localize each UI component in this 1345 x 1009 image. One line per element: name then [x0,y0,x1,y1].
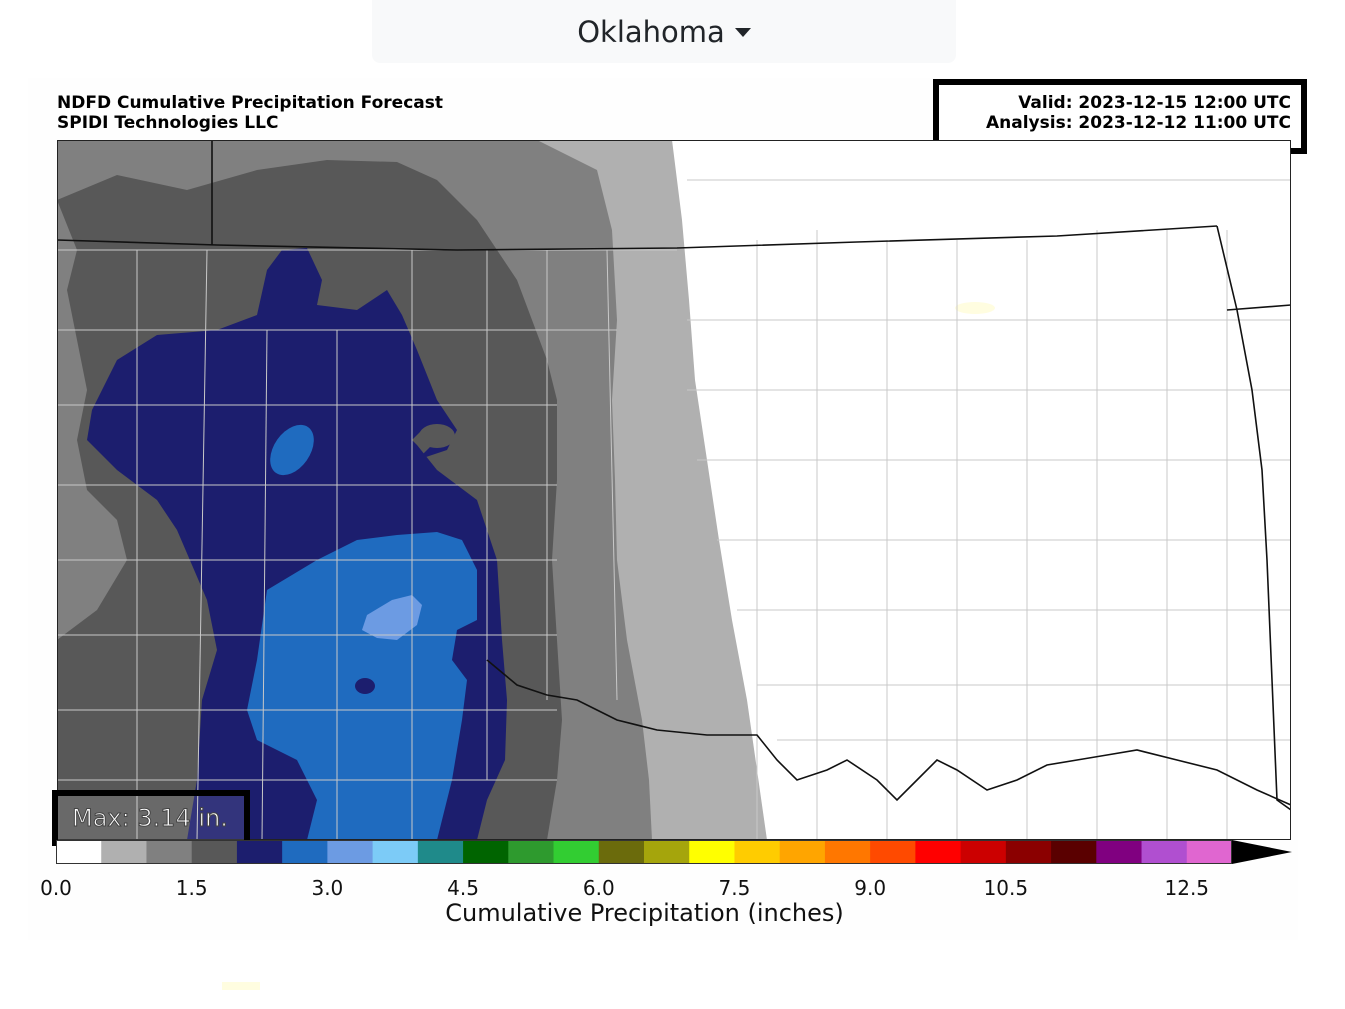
colorbar-segment [960,840,1007,864]
colorbar-segment [146,840,193,864]
colorbar-tick-label: 7.5 [718,876,751,900]
colorbar-segment [553,840,600,864]
colorbar-segment [734,840,781,864]
state-borders [57,140,1291,811]
colorbar-segment [598,840,645,864]
colorbar-tick-label: 3.0 [311,876,344,900]
precip-spot-light-blue [270,424,314,476]
colorbar-segment [644,840,690,864]
colorbar-segment [1141,840,1188,864]
colorbar-segment [779,840,826,864]
precip-spot-yellow [955,302,995,314]
colorbar-segment [56,840,102,864]
colorbar-segment [1005,840,1052,864]
colorbar-segment [372,840,419,864]
colorbar-segment [1051,840,1097,864]
max-value: Max: 3.14 in. [72,804,229,833]
title-line2: SPIDI Technologies LLC [57,113,279,133]
colorbar-ticks: 0.0 1.5 3.0 4.5 6.0 7.5 9.0 10.5 12.5 [0,868,1345,900]
colorbar [56,840,1292,864]
figure-title: NDFD Cumulative Precipitation Forecast S… [57,93,443,133]
colorbar-segment [508,840,555,864]
colorbar-segment [191,840,238,864]
colorbar-segment [327,840,374,864]
analysis-time: Analysis: 2023-12-12 11:00 UTC [986,113,1291,133]
colorbar-segment [236,840,283,864]
colorbar-segment [463,840,509,864]
colorbar-label: Cumulative Precipitation (inches) [445,899,844,927]
precip-spot-navy [355,678,375,694]
colorbar-tick-label: 1.5 [175,876,208,900]
colorbar-tick-label: 12.5 [1164,876,1210,900]
colorbar-segment [417,840,464,864]
caret-down-icon [734,28,751,37]
precipitation-map [57,140,1291,840]
precip-zone-light-blue [362,595,422,640]
colorbar-segment [1186,840,1233,864]
colorbar-tick-label: 10.5 [983,876,1029,900]
max-value-box: Max: 3.14 in. [52,790,250,846]
colorbar-tick-label: 4.5 [447,876,479,900]
colorbar-tick-label: 6.0 [582,876,615,900]
decorative-mark [222,982,260,990]
state-label: Oklahoma [577,14,725,49]
colorbar-segment [101,840,147,864]
valid-time: Valid: 2023-12-15 12:00 UTC [1018,93,1291,113]
colorbar-segment [689,840,735,864]
colorbar-segment [915,840,962,864]
colorbar-segment [1096,840,1143,864]
colorbar-segment [282,840,328,864]
colorbar-extend-arrow [1232,840,1292,864]
title-line1: NDFD Cumulative Precipitation Forecast [57,93,443,113]
precip-spot-dark-gray [419,424,455,448]
colorbar-segment [824,840,871,864]
county-lines [57,179,1291,840]
map-frame [57,140,1291,840]
colorbar-tick-label: 0.0 [40,876,72,900]
state-selector[interactable]: Oklahoma [372,0,956,63]
colorbar-segment [870,840,916,864]
colorbar-outline [56,840,1232,864]
colorbar-tick-label: 9.0 [854,876,887,900]
